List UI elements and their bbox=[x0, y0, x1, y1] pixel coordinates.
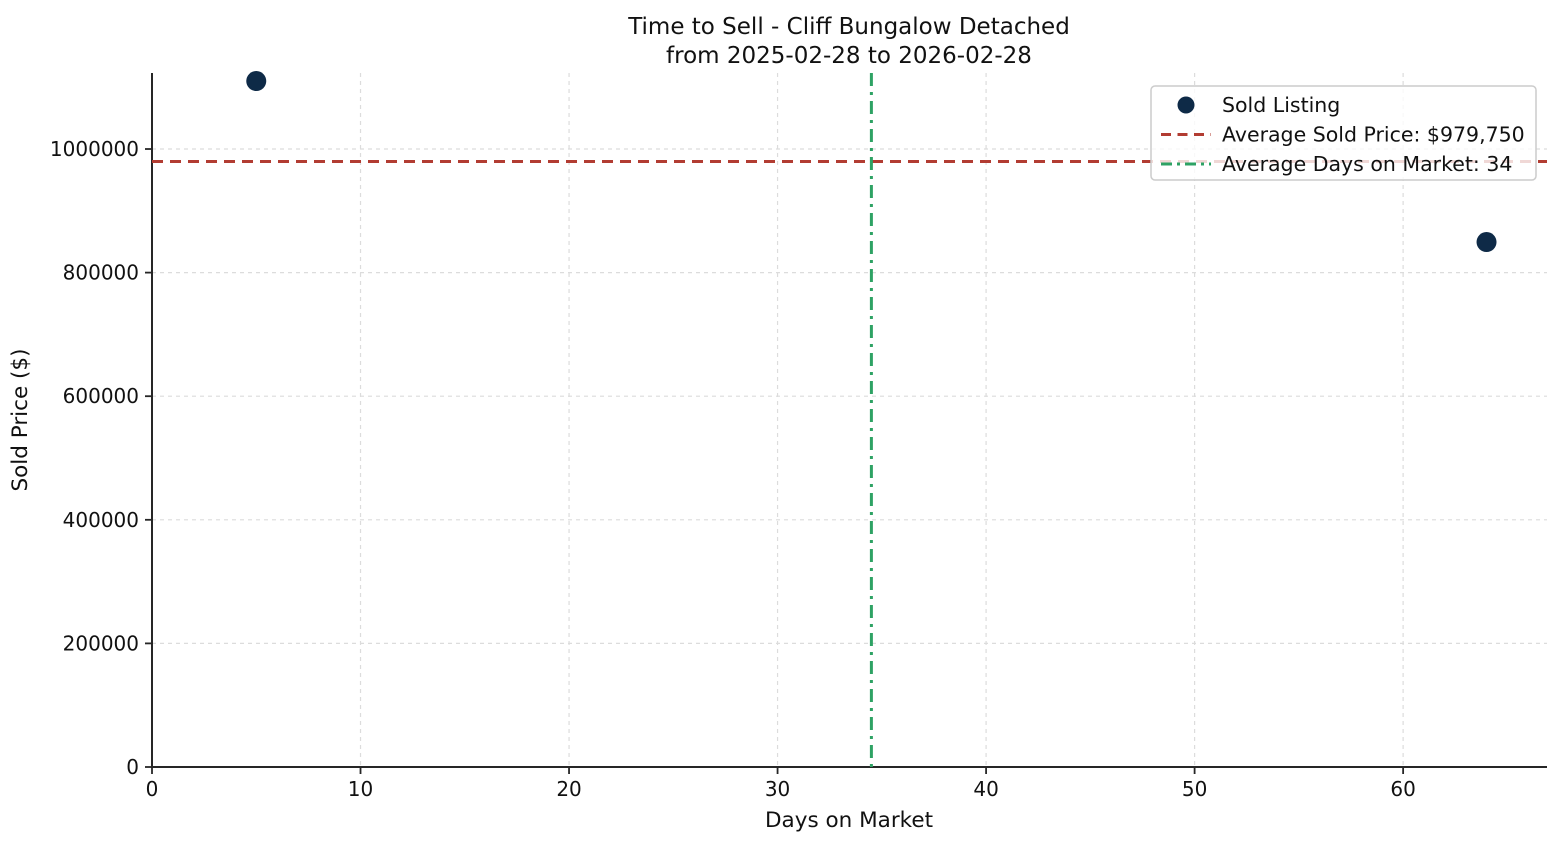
y-tick-label: 800000 bbox=[63, 261, 139, 285]
legend-label: Sold Listing bbox=[1222, 93, 1340, 117]
legend: Sold Listing Average Sold Price: $979,750… bbox=[1150, 85, 1537, 181]
data-points bbox=[246, 71, 1497, 253]
x-tick-label: 20 bbox=[556, 777, 581, 801]
y-tick-label: 1000000 bbox=[50, 137, 139, 161]
scatter-point bbox=[246, 71, 267, 92]
y-tick-label: 200000 bbox=[63, 631, 139, 655]
y-tick-label: 0 bbox=[126, 755, 139, 779]
y-tick-label: 600000 bbox=[63, 384, 139, 408]
scatter-point bbox=[1476, 232, 1497, 253]
axes: 0 10 20 30 40 50 60 0 200000 400000 600000 800000 10… bbox=[50, 73, 1547, 801]
x-tick-label: 10 bbox=[348, 777, 373, 801]
legend-label: Average Sold Price: $979,750 bbox=[1222, 123, 1525, 147]
chart-subtitle: from 2025-02-28 to 2026-02-28 bbox=[666, 43, 1032, 69]
x-tick-label: 0 bbox=[146, 777, 159, 801]
x-tick-label: 40 bbox=[973, 777, 998, 801]
x-tick-label: 60 bbox=[1390, 777, 1415, 801]
legend-box bbox=[1150, 85, 1537, 181]
y-axis-label: Sold Price ($) bbox=[8, 349, 33, 492]
x-tick-label: 50 bbox=[1182, 777, 1207, 801]
legend-marker-sold-listing bbox=[1177, 96, 1195, 114]
y-tick-label: 400000 bbox=[63, 508, 139, 532]
legend-label: Average Days on Market: 34 bbox=[1222, 152, 1512, 176]
chart-title: Time to Sell - Cliff Bungalow Detached bbox=[627, 14, 1070, 40]
x-tick-label: 30 bbox=[765, 777, 790, 801]
grid bbox=[152, 73, 1547, 767]
x-axis-label: Days on Market bbox=[765, 808, 933, 833]
